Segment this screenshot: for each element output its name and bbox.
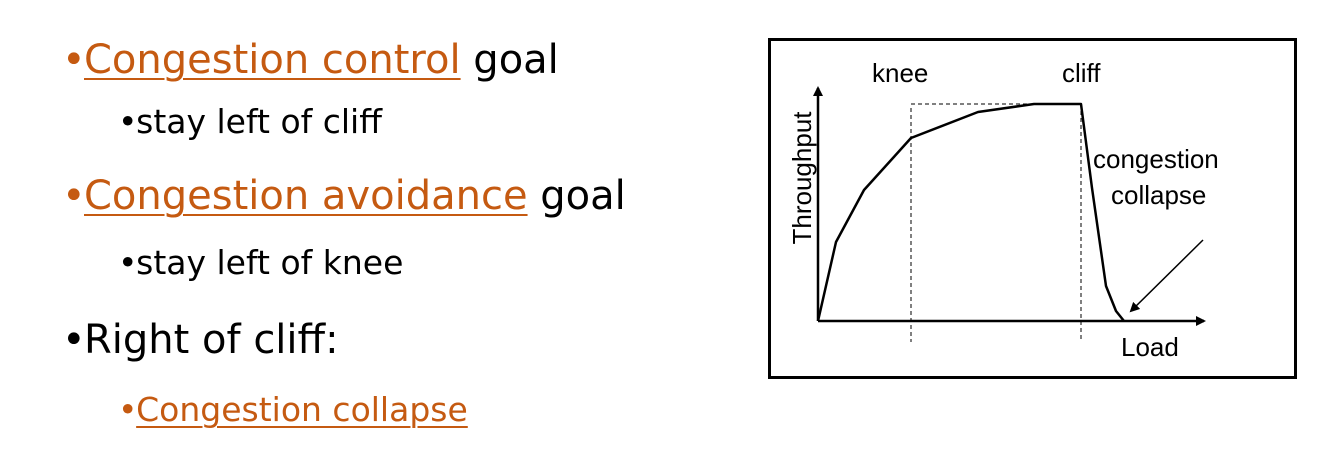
- bullet-congestion-avoidance: •Congestion avoidance goal: [62, 172, 626, 220]
- sub-bullet-text: stay left of knee: [136, 243, 404, 282]
- diagram-svg: knee cliff congestion collapse Load Thro…: [768, 38, 1297, 379]
- bullet-text: goal: [460, 37, 559, 83]
- bullet-dot: •: [62, 317, 86, 363]
- collapse-pointer-arrow: [1129, 239, 1204, 313]
- bullet-dot: •: [62, 173, 86, 219]
- sub-bullet-dot: •: [118, 243, 138, 282]
- x-axis-label: Load: [1121, 332, 1179, 362]
- sub-bullet-congestion-collapse: •Congestion collapse: [118, 390, 468, 430]
- y-axis-label: Throughput: [787, 111, 817, 245]
- congestion-control-link[interactable]: Congestion control: [84, 37, 461, 83]
- collapse-label-line1: congestion: [1093, 144, 1219, 174]
- congestion-avoidance-link[interactable]: Congestion avoidance: [84, 173, 528, 219]
- sub-bullet-text: stay left of cliff: [136, 102, 382, 141]
- bullet-text: Right of cliff:: [84, 317, 339, 363]
- bullet-right-of-cliff: •Right of cliff:: [62, 316, 339, 364]
- diagram-frame: [768, 38, 1297, 379]
- sub-bullet-dot: •: [118, 102, 138, 141]
- cliff-label: cliff: [1062, 58, 1101, 88]
- bullet-dot: •: [62, 37, 86, 83]
- bullet-text: goal: [527, 173, 626, 219]
- congestion-collapse-link[interactable]: Congestion collapse: [136, 390, 468, 429]
- collapse-label-line2: collapse: [1111, 180, 1206, 210]
- sub-bullet-dot: •: [118, 390, 138, 429]
- sub-bullet-stay-left-of-knee: •stay left of knee: [118, 243, 403, 283]
- throughput-load-diagram: knee cliff congestion collapse Load Thro…: [768, 38, 1297, 379]
- sub-bullet-stay-left-of-cliff: •stay left of cliff: [118, 102, 382, 142]
- throughput-curve: [816, 102, 1125, 322]
- knee-label: knee: [872, 58, 928, 88]
- bullet-congestion-control: •Congestion control goal: [62, 36, 559, 84]
- bullet-list: •Congestion control goal •stay left of c…: [62, 36, 626, 430]
